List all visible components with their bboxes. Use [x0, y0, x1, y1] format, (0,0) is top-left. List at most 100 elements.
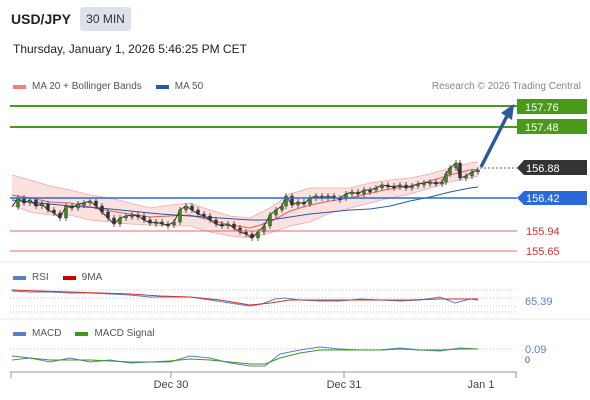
legend-swatch-ma50: [155, 84, 169, 89]
legend-item-rsi: RSI: [13, 272, 49, 283]
candle-body: [70, 205, 74, 209]
candle-body: [356, 191, 360, 195]
legend-swatch-9ma: [62, 275, 76, 280]
rsi-9ma-line: [11, 289, 478, 306]
candle-body: [262, 225, 266, 233]
candle-body: [444, 173, 448, 183]
level-tag-156-42: 156.42: [526, 193, 560, 205]
candle-body: [440, 181, 444, 185]
legend-item-ma50: MA 50: [155, 81, 204, 92]
legend-label-9ma: 9MA: [81, 272, 103, 283]
candle-body: [448, 167, 452, 175]
macd-legend: MACD MACD Signal: [13, 328, 168, 339]
candle-body: [392, 185, 396, 189]
candle-body: [374, 187, 378, 191]
candle-body: [118, 217, 122, 225]
candle-body: [362, 189, 366, 195]
legend-swatch-macd: [13, 331, 26, 336]
symbol-title: USD/JPY: [11, 11, 71, 27]
candle-body: [100, 205, 104, 213]
candle-body: [226, 223, 230, 227]
candle-body: [238, 227, 242, 233]
level-tag-156-88-bg: [517, 160, 587, 175]
candle-body: [166, 223, 170, 227]
candle-body: [386, 184, 390, 188]
forecast-arrow-shaft: [479, 115, 509, 168]
legend-label-macd-signal: MACD Signal: [94, 328, 155, 339]
credit-text: Research © 2026 Trading Central: [431, 81, 581, 92]
candle-body: [250, 233, 254, 239]
bollinger-upper-line: [11, 161, 479, 219]
candle-body: [178, 209, 182, 223]
candle-body: [350, 191, 354, 195]
legend-item-9ma: 9MA: [62, 272, 103, 283]
macd-zero-label: 0: [525, 355, 530, 365]
legend-swatch-macd-signal: [75, 331, 89, 336]
level-tag-155-94: 155.94: [526, 226, 560, 238]
level-tag-156-88: 156.88: [526, 163, 560, 175]
candle-body: [476, 169, 480, 173]
candles-group: [16, 160, 480, 241]
candle-body: [52, 209, 56, 214]
candle-body: [284, 195, 288, 207]
level-tag-157-48-bg: [517, 119, 587, 134]
candle-body: [404, 184, 408, 189]
x-tick-label-dec30: Dec 30: [154, 379, 189, 391]
candle-body: [82, 202, 86, 206]
candle-body: [16, 197, 20, 208]
forecast-arrow-head: [501, 104, 514, 120]
legend-item-ma20: MA 20 + Bollinger Bands: [13, 81, 142, 92]
legend-item-macd-signal: MACD Signal: [75, 328, 154, 339]
candle-body: [428, 181, 432, 185]
rsi-legend: RSI 9MA: [13, 272, 116, 283]
candle-body: [112, 217, 116, 225]
candle-body: [398, 184, 402, 188]
legend-label-rsi: RSI: [32, 272, 49, 283]
candle-body: [280, 205, 284, 211]
candle-body: [184, 205, 188, 211]
timeframe-badge[interactable]: 30 MIN: [80, 7, 131, 31]
candle-body: [274, 209, 278, 216]
candle-body: [244, 231, 248, 235]
candle-body: [256, 231, 260, 239]
candle-body: [290, 195, 294, 206]
candle-body: [190, 205, 194, 211]
legend-swatch-rsi: [13, 275, 26, 280]
candle-body: [130, 214, 134, 218]
candle-body: [34, 199, 38, 207]
level-tag-157-76-bg: [517, 99, 587, 114]
macd-signal-line: [11, 348, 478, 365]
candle-body: [58, 212, 62, 219]
candle-body: [142, 215, 146, 221]
candle-body: [416, 183, 420, 187]
candle-body: [124, 215, 128, 219]
candle-body: [380, 184, 384, 189]
legend-label-ma20: MA 20 + Bollinger Bands: [32, 81, 142, 92]
candle-body: [202, 213, 206, 217]
candle-body: [434, 181, 438, 185]
candle-body: [94, 200, 98, 207]
candle-body: [76, 203, 80, 209]
candle-body: [464, 175, 468, 179]
candle-body: [106, 211, 110, 219]
candle-body: [368, 189, 372, 193]
bollinger-band-area: [12, 162, 478, 238]
main-legend: MA 20 + Bollinger Bands MA 50: [13, 81, 217, 92]
x-tick-label-dec31: Dec 31: [327, 379, 362, 391]
candle-body: [40, 203, 44, 207]
legend-item-macd: MACD: [13, 328, 61, 339]
candle-body: [308, 197, 312, 205]
level-tag-155-65: 155.65: [526, 246, 560, 258]
macd-line: [11, 346, 479, 367]
datetime-label: Thursday, January 1, 2026 5:46:25 PM CET: [13, 42, 247, 56]
candle-body: [422, 182, 426, 186]
bollinger-lower-line: [11, 175, 479, 239]
candle-body: [154, 221, 158, 225]
macd-value-label: 0.09: [525, 344, 546, 356]
candle-body: [296, 201, 300, 206]
candle-body: [410, 185, 414, 189]
level-tag-157-48: 157.48: [525, 122, 559, 134]
legend-label-ma50: MA 50: [174, 81, 204, 92]
candle-body: [214, 219, 218, 225]
